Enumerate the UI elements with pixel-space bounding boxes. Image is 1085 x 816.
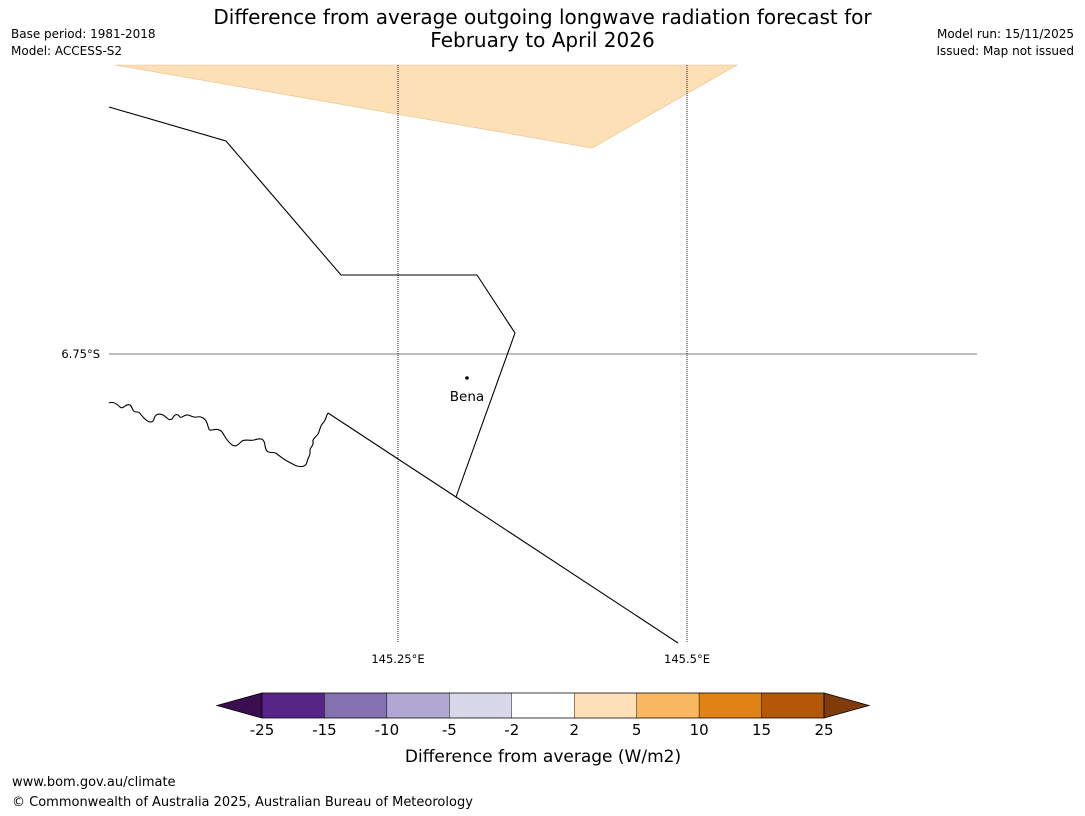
colorbar-bin bbox=[261, 692, 325, 719]
meta-right: Model run: 15/11/2025 Issued: Map not is… bbox=[936, 26, 1074, 60]
colorbar-bin bbox=[511, 692, 575, 719]
colorbar-tick-label: -2 bbox=[504, 721, 519, 739]
colorbar-bin bbox=[324, 692, 388, 719]
colorbar-bin bbox=[574, 692, 637, 719]
colorbar-title: Difference from average (W/m2) bbox=[405, 747, 681, 767]
colorbar-bin bbox=[449, 692, 512, 719]
colorbar-min-extend bbox=[215, 692, 263, 719]
colorbar-bin bbox=[761, 692, 825, 719]
colorbar-tick-label: 15 bbox=[752, 721, 771, 739]
colorbar-ticks: -25 -15 -10 -5 -2 2 5 10 15 25 bbox=[250, 721, 834, 739]
colorbar-tick-label: 25 bbox=[814, 721, 833, 739]
model-run: Model run: 15/11/2025 bbox=[936, 27, 1074, 41]
footer-copyright: © Commonwealth of Australia 2025, Austra… bbox=[12, 795, 473, 810]
town-marker bbox=[465, 376, 469, 380]
town-label: Bena bbox=[450, 389, 484, 405]
colorbar-bin bbox=[386, 692, 450, 719]
colorbar-tick-label: -15 bbox=[312, 721, 337, 739]
colorbar-max-extend bbox=[823, 692, 871, 719]
issued-status: Issued: Map not issued bbox=[936, 44, 1074, 58]
colorbar-bins bbox=[261, 692, 825, 719]
colorbar-bin bbox=[636, 692, 700, 719]
colorbar: -25 -15 -10 -5 -2 2 5 10 15 25 Difference from av… bbox=[215, 692, 871, 767]
longitude-label-1: 145.25°E bbox=[371, 652, 424, 666]
model-name: Model: ACCESS-S2 bbox=[11, 44, 123, 58]
meta-left: Base period: 1981-2018 Model: ACCESS-S2 bbox=[11, 26, 156, 60]
anomaly-region bbox=[114, 64, 739, 149]
longitude-label-2: 145.5°E bbox=[664, 652, 710, 666]
colorbar-tick-label: 2 bbox=[569, 721, 579, 739]
colorbar-tick-label: -5 bbox=[442, 721, 457, 739]
title-line-1: Difference from average outgoing longwav… bbox=[213, 5, 872, 29]
base-period: Base period: 1981-2018 bbox=[11, 27, 156, 41]
colorbar-outline bbox=[261, 692, 825, 719]
map-title: Difference from average outgoing longwav… bbox=[0, 6, 1085, 52]
colorbar-tick-label: -10 bbox=[375, 721, 400, 739]
colorbar-tick-label: -25 bbox=[250, 721, 275, 739]
colorbar-tick-label: 10 bbox=[690, 721, 709, 739]
colorbar-tick-label: 5 bbox=[632, 721, 642, 739]
province-boundary bbox=[108, 106, 516, 498]
latitude-label: 6.75°S bbox=[61, 347, 100, 361]
province-boundary-south bbox=[327, 412, 679, 644]
river-line bbox=[108, 401, 329, 468]
footer-url: www.bom.gov.au/climate bbox=[12, 775, 176, 790]
title-line-2: February to April 2026 bbox=[430, 28, 655, 52]
colorbar-bin bbox=[698, 692, 762, 719]
